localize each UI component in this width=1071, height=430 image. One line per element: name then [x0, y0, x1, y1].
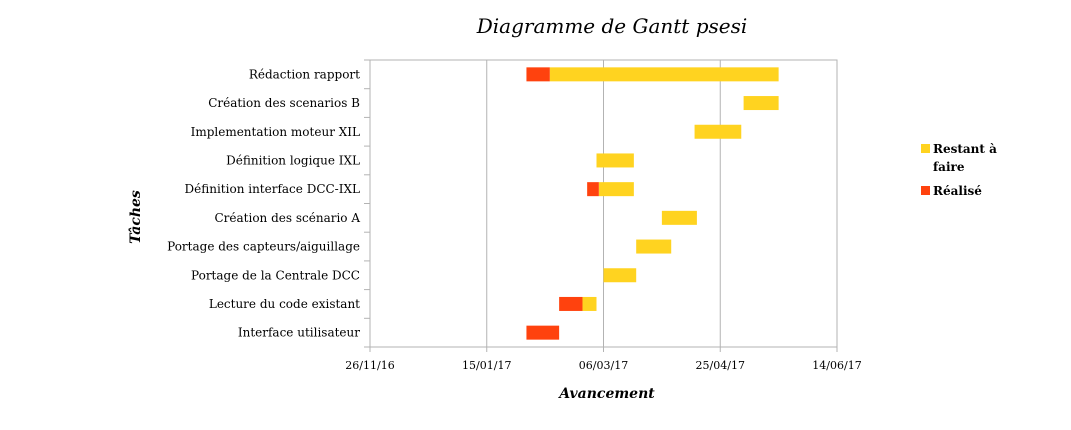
task-label: Portage de la Centrale DCC	[191, 268, 360, 282]
x-tick-label: 15/01/17	[462, 359, 511, 372]
chart-title: Diagramme de Gantt psesi	[476, 14, 748, 38]
task-label: Implementation moteur XIL	[191, 125, 360, 139]
task-label: Portage des capteurs/aiguillage	[167, 240, 360, 254]
bar-remaining	[598, 182, 634, 197]
bar-remaining	[743, 96, 779, 111]
legend-swatch	[921, 144, 930, 153]
task-label: Définition interface DCC-IXL	[185, 182, 361, 196]
legend-label: Restant à	[933, 142, 997, 156]
bar-remaining	[549, 67, 779, 82]
legend: Restant à faire Réalisé	[921, 142, 997, 198]
task-label: Création des scénario A	[215, 211, 361, 225]
x-tick-label: 06/03/17	[579, 359, 628, 372]
task-label: Interface utilisateur	[238, 326, 360, 340]
y-axis-title: Tâches	[128, 190, 144, 244]
bar-done	[526, 67, 550, 82]
x-tick-label: 14/06/17	[812, 359, 861, 372]
bar-done	[587, 182, 599, 197]
task-label: Lecture du code existant	[209, 297, 360, 311]
task-label: Définition logique IXL	[226, 153, 360, 167]
bar-remaining	[636, 239, 672, 254]
bar-done	[526, 325, 560, 340]
legend-label-cont: faire	[933, 160, 965, 174]
plot-area: 26/11/16 15/01/17 06/03/17 25/04/17 14/06/17…	[167, 59, 862, 372]
legend-swatch	[921, 186, 930, 195]
bar-remaining	[661, 210, 697, 225]
bar-remaining	[596, 153, 634, 168]
task-label: Rédaction rapport	[249, 67, 360, 81]
task-label: Création des scenarios B	[208, 96, 360, 110]
x-tick-label: 26/11/16	[345, 359, 394, 372]
x-tick-label: 25/04/17	[696, 359, 745, 372]
bar-remaining	[582, 296, 597, 311]
bar-remaining	[603, 268, 637, 283]
bar-done	[559, 296, 583, 311]
bar-remaining	[694, 124, 742, 139]
x-axis-title: Avancement	[557, 386, 655, 402]
legend-label: Réalisé	[933, 184, 982, 198]
